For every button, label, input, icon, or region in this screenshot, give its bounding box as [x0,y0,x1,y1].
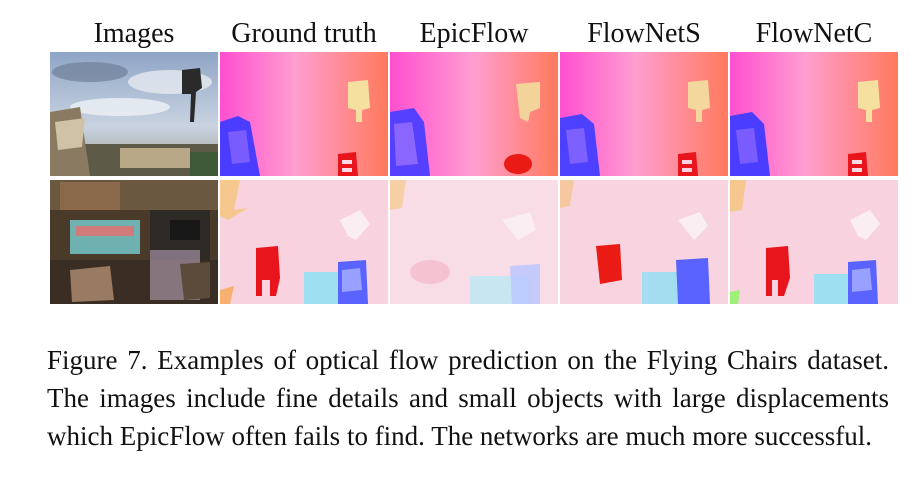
figure-caption: Figure 7. Examples of optical flow predi… [47,345,889,451]
epicflow-prediction-row1 [390,52,558,176]
column-header-epicflow: EpicFlow [419,18,529,49]
column-header-flownets: FlowNetS [587,18,701,49]
ground-truth-flow-row1 [220,52,388,176]
input-image-row1 [50,52,218,176]
column-header-ground-truth: Ground truth [231,18,377,49]
ground-truth-flow-row2 [220,180,388,304]
flownets-prediction-row2 [560,180,728,304]
input-image-row2 [50,180,218,304]
figure-7: Images Ground truth EpicFlow FlowNetS Fl… [50,18,898,308]
flownetc-prediction-row2 [730,180,898,304]
column-header-images: Images [93,18,175,49]
flownets-prediction-row1 [560,52,728,176]
flownetc-prediction-row1 [730,52,898,176]
column-header-flownetc: FlowNetC [755,18,873,49]
epicflow-prediction-row2 [390,180,558,304]
